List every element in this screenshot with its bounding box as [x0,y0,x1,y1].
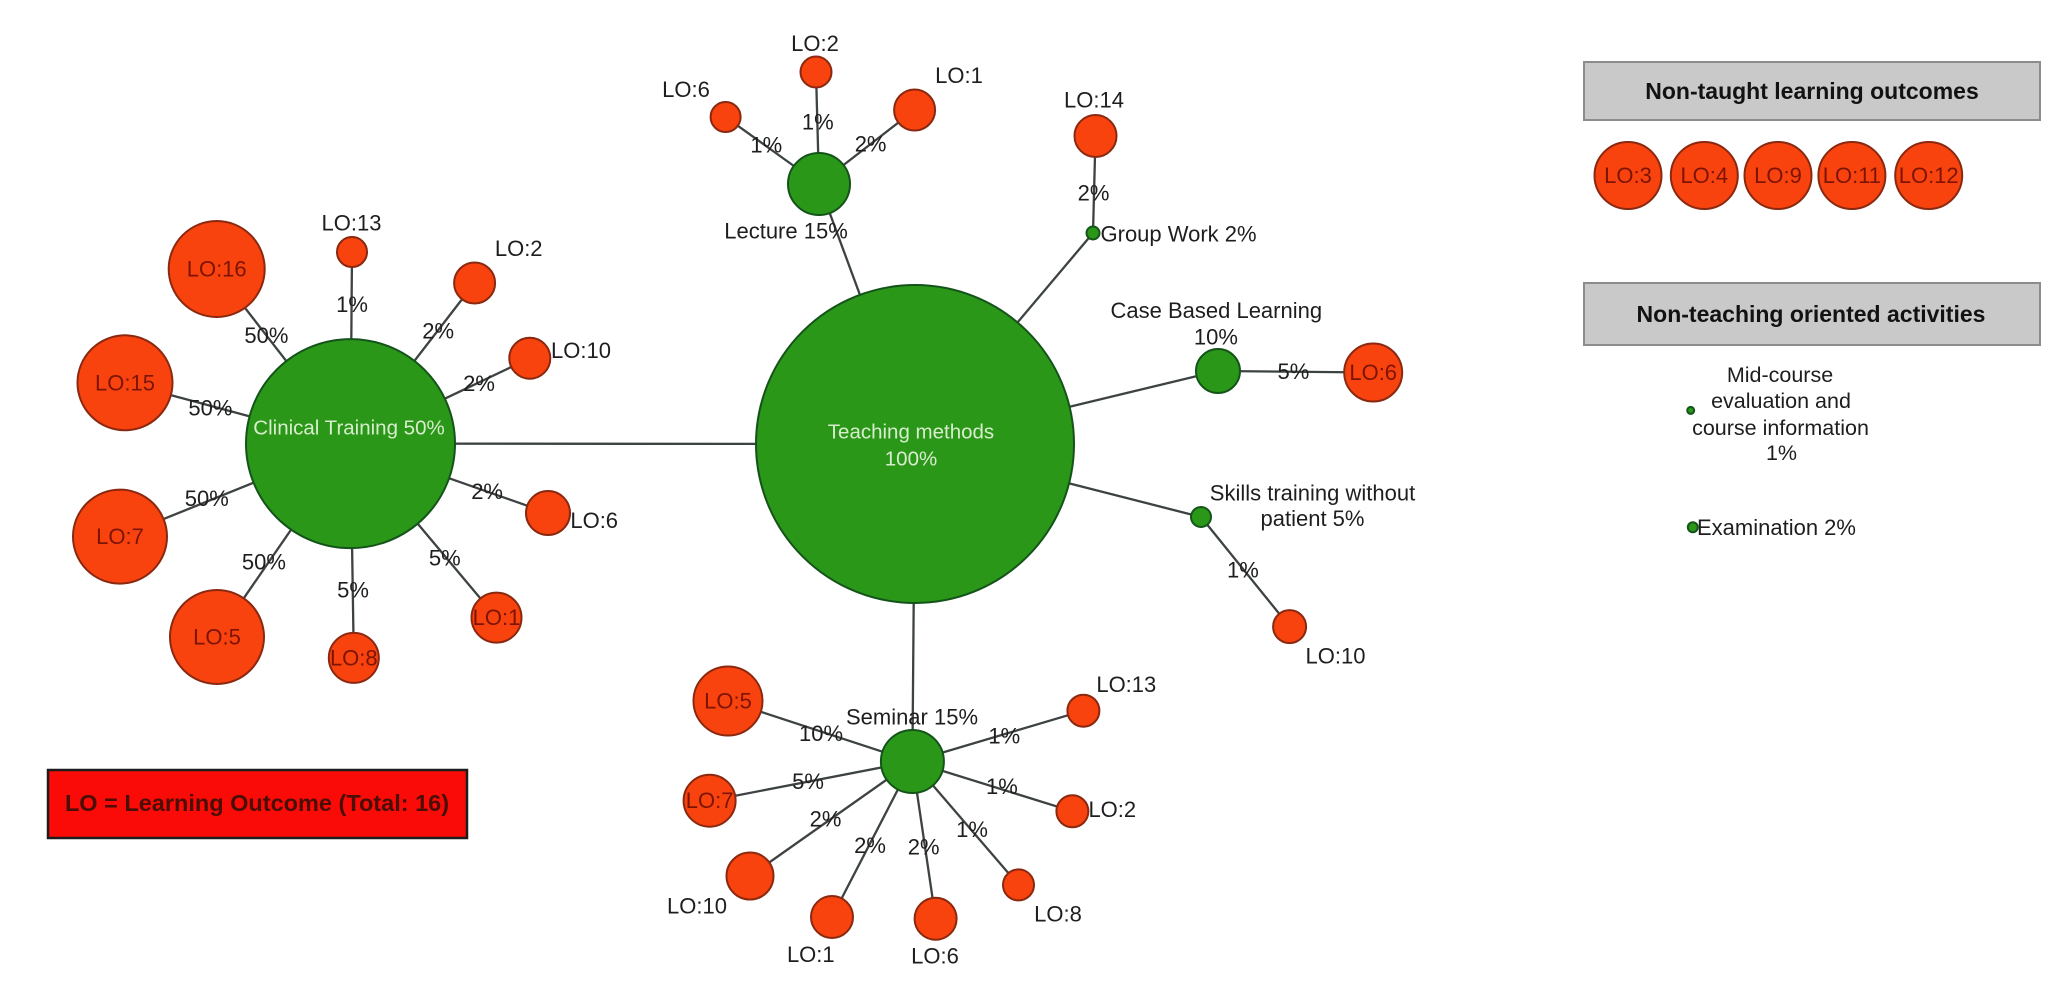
svg-text:LO:15: LO:15 [95,370,155,395]
svg-text:50%: 50% [185,486,229,511]
svg-text:Clinical Training 50%: Clinical Training 50% [253,417,444,440]
svg-text:LO = Learning Outcome (Total:: LO = Learning Outcome (Total: 16) [65,790,449,816]
svg-text:LO:14: LO:14 [1064,88,1124,113]
svg-text:LO:16: LO:16 [187,257,247,282]
svg-text:5%: 5% [337,578,369,603]
svg-text:LO:6: LO:6 [911,943,959,968]
svg-text:Non-taught learning outcomes: Non-taught learning outcomes [1645,78,1979,104]
svg-text:LO:2: LO:2 [791,31,839,56]
svg-text:LO:8: LO:8 [330,645,378,670]
svg-text:50%: 50% [188,396,232,421]
svg-text:50%: 50% [242,550,286,575]
svg-text:1%: 1% [1227,558,1259,583]
svg-text:2%: 2% [854,833,886,858]
svg-text:LO:1: LO:1 [935,63,983,88]
svg-text:2%: 2% [855,132,887,157]
svg-text:LO:1: LO:1 [787,942,835,967]
svg-text:Non-teaching oriented activiti: Non-teaching oriented activities [1637,301,1986,327]
svg-text:LO:13: LO:13 [1096,672,1156,697]
svg-text:Skills training without: Skills training without [1210,480,1415,505]
svg-text:LO:6: LO:6 [662,77,710,102]
svg-text:LO:6: LO:6 [570,508,618,533]
svg-text:2%: 2% [908,835,940,860]
svg-text:2%: 2% [463,371,495,396]
svg-text:Mid-course: Mid-course [1727,363,1833,387]
svg-text:1%: 1% [986,774,1018,799]
svg-text:Seminar 15%: Seminar 15% [846,705,978,730]
svg-text:LO:8: LO:8 [1034,902,1082,927]
svg-text:10%: 10% [1194,324,1238,349]
svg-text:LO:2: LO:2 [495,236,543,261]
svg-text:LO:11: LO:11 [1823,163,1881,188]
svg-text:course information: course information [1692,416,1869,440]
svg-text:LO:12: LO:12 [1899,163,1959,188]
svg-text:1%: 1% [956,817,988,842]
svg-text:50%: 50% [244,323,288,348]
svg-text:LO:3: LO:3 [1604,163,1652,188]
svg-text:evaluation and: evaluation and [1711,389,1851,413]
svg-text:LO:2: LO:2 [1088,797,1136,822]
svg-text:LO:9: LO:9 [1754,163,1802,188]
svg-text:Teaching methods: Teaching methods [828,421,994,444]
svg-text:Examination 2%: Examination 2% [1697,515,1856,540]
svg-text:LO:13: LO:13 [322,211,382,236]
svg-text:LO:4: LO:4 [1680,163,1728,188]
svg-text:LO:6: LO:6 [1349,360,1397,385]
svg-text:Case Based Learning: Case Based Learning [1111,298,1323,323]
svg-text:2%: 2% [471,479,503,504]
svg-text:10%: 10% [799,721,843,746]
svg-text:LO:1: LO:1 [473,605,521,630]
svg-text:Lecture 15%: Lecture 15% [724,219,848,244]
svg-text:1%: 1% [750,133,782,158]
svg-text:LO:10: LO:10 [551,338,611,363]
svg-text:1%: 1% [336,292,368,317]
svg-text:LO:10: LO:10 [1306,643,1366,668]
svg-text:patient 5%: patient 5% [1261,506,1365,531]
svg-text:100%: 100% [885,448,937,471]
svg-text:LO:5: LO:5 [193,625,241,650]
svg-text:Group Work 2%: Group Work 2% [1101,222,1257,247]
svg-text:2%: 2% [1078,181,1110,206]
svg-text:1%: 1% [1766,441,1797,465]
svg-text:LO:5: LO:5 [704,689,752,714]
svg-text:2%: 2% [810,807,842,832]
svg-text:LO:10: LO:10 [667,894,727,919]
svg-text:5%: 5% [1278,359,1310,384]
svg-text:1%: 1% [802,109,834,134]
svg-text:LO:7: LO:7 [96,524,144,549]
svg-text:LO:7: LO:7 [686,788,734,813]
svg-text:5%: 5% [429,546,461,571]
svg-text:5%: 5% [792,769,824,794]
svg-text:1%: 1% [988,723,1020,748]
svg-text:2%: 2% [422,319,454,344]
